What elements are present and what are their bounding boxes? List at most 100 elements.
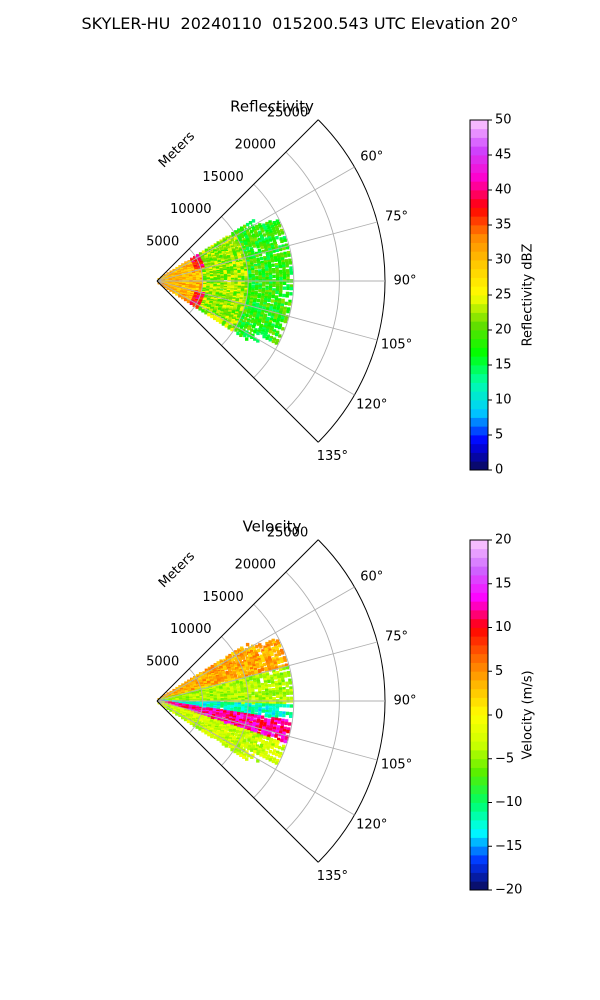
radar-cell xyxy=(263,655,268,659)
colorbar-tick-label: 5 xyxy=(495,428,503,443)
radar-cell xyxy=(250,238,254,243)
radar-cell xyxy=(255,224,259,229)
radar-cell xyxy=(236,262,240,266)
radar-cell xyxy=(263,302,267,306)
radar-cell xyxy=(250,658,254,663)
radar-cell xyxy=(270,325,274,330)
colorbar-segment xyxy=(470,400,488,410)
radial-tick-label: 5000 xyxy=(146,654,179,669)
radar-cell xyxy=(261,693,266,697)
radar-cell xyxy=(202,705,207,710)
radar-cell xyxy=(247,266,251,271)
radar-cell xyxy=(237,692,241,697)
colorbar-segment xyxy=(470,120,488,130)
radar-cell xyxy=(260,656,265,660)
radar-cell xyxy=(286,276,290,281)
radar-cell xyxy=(262,275,266,279)
radar-cell xyxy=(251,286,255,290)
colorbar-label: Velocity (m/s) xyxy=(521,670,536,759)
radar-cell xyxy=(258,273,262,277)
radar-cell xyxy=(261,250,265,254)
radar-cell xyxy=(275,706,280,710)
radar-cell xyxy=(247,288,252,292)
radar-cell xyxy=(272,692,276,696)
radar-cell xyxy=(278,298,282,302)
radar-cell xyxy=(253,298,257,302)
radar-cell xyxy=(272,249,276,253)
radar-cell xyxy=(268,264,272,268)
radar-cell xyxy=(249,260,254,265)
colorbar-segment xyxy=(470,846,488,856)
radar-cell xyxy=(243,653,248,657)
radar-cell xyxy=(240,325,244,329)
radar-cell xyxy=(262,747,266,751)
radar-cell xyxy=(275,276,280,281)
radar-cell xyxy=(280,239,284,243)
radar-cell xyxy=(259,674,263,679)
radar-cell xyxy=(261,728,266,732)
radar-cell xyxy=(268,220,272,224)
radar-cell xyxy=(204,311,208,315)
colorbar-tick-label: 5 xyxy=(495,664,503,679)
radar-cell xyxy=(246,310,251,314)
radar-cell xyxy=(271,667,275,671)
radar-cell xyxy=(282,691,287,696)
radar-cell xyxy=(269,254,274,259)
radar-cell xyxy=(283,739,287,744)
radar-cell xyxy=(257,658,261,662)
radar-cell xyxy=(284,719,289,723)
radar-cell xyxy=(195,725,199,729)
radar-cell xyxy=(269,317,274,322)
radar-cell xyxy=(284,243,289,247)
radar-cell xyxy=(250,684,254,688)
radar-cell xyxy=(283,254,288,258)
radar-cell xyxy=(206,271,210,275)
radar-cell xyxy=(263,258,267,262)
radar-cell xyxy=(257,715,261,719)
radar-cell xyxy=(267,732,272,736)
radar-cell xyxy=(263,233,267,237)
radar-cell xyxy=(272,239,277,243)
radar-cell xyxy=(265,695,269,699)
radar-cell xyxy=(258,275,262,279)
colorbar-segment xyxy=(470,172,488,182)
radar-cell xyxy=(253,228,257,232)
radar-cell xyxy=(251,284,255,289)
radar-cell xyxy=(248,323,253,327)
radar-cell xyxy=(228,241,232,245)
radar-cell xyxy=(262,304,267,308)
colorbar-segment xyxy=(470,268,488,278)
radar-cell xyxy=(247,726,252,730)
radar-cell xyxy=(278,687,283,691)
radar-cell xyxy=(252,655,257,659)
radar-cell xyxy=(253,682,258,686)
azimuth-tick-label: 120° xyxy=(356,818,387,833)
radar-cell xyxy=(251,704,255,709)
radar-cell xyxy=(245,222,250,227)
radar-cell xyxy=(272,649,276,653)
radar-cell xyxy=(215,303,220,308)
radar-cell xyxy=(281,262,286,266)
radar-cell xyxy=(274,258,278,262)
radar-cell xyxy=(265,671,269,675)
radar-cell xyxy=(237,269,241,274)
radar-cell xyxy=(280,254,284,259)
radar-cell xyxy=(175,712,179,716)
radar-cell xyxy=(216,737,220,741)
radar-cell xyxy=(279,703,283,708)
radar-cell xyxy=(248,675,253,679)
radar-cell xyxy=(191,270,196,275)
radar-cell xyxy=(276,740,280,744)
radar-cell xyxy=(265,729,269,733)
azimuth-tick-label: 105° xyxy=(381,758,412,773)
colorbar-segment xyxy=(470,443,488,453)
radar-cell xyxy=(270,256,274,261)
radar-cell xyxy=(257,648,261,653)
radar-cell xyxy=(278,733,282,737)
radar-cell xyxy=(265,307,269,311)
radar-cell xyxy=(265,709,269,714)
radar-cell xyxy=(258,643,262,647)
radar-cell xyxy=(258,672,263,677)
azimuth-gridline xyxy=(156,586,355,702)
radar-cell xyxy=(263,244,268,249)
